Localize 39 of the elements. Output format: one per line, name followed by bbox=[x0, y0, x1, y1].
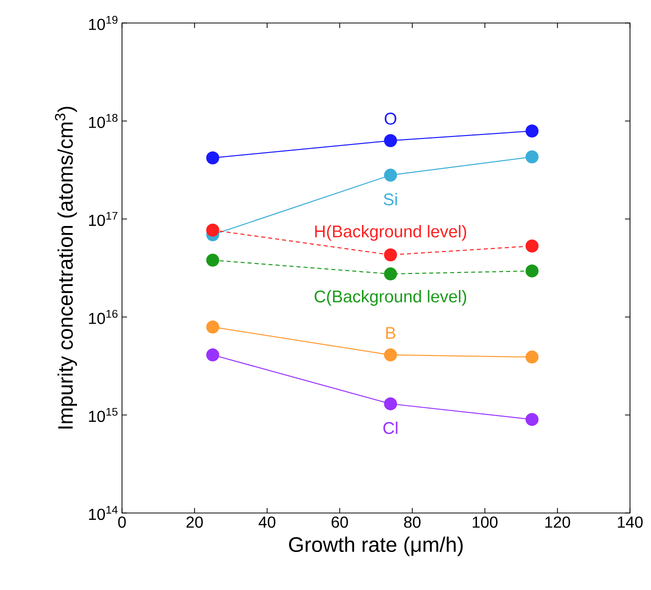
point bbox=[206, 224, 220, 237]
point bbox=[526, 124, 539, 138]
series-label: O bbox=[384, 112, 396, 125]
point bbox=[526, 412, 539, 426]
y-axis-title: Impurity concentration (atoms/cm$^{3}$) bbox=[54, 106, 77, 428]
x-tick-label: 140 bbox=[618, 516, 643, 528]
point bbox=[384, 348, 398, 362]
x-tick-label: 80 bbox=[404, 516, 421, 528]
point bbox=[384, 267, 398, 280]
point bbox=[206, 151, 220, 164]
point bbox=[384, 168, 398, 182]
x-tick-label: 20 bbox=[186, 516, 203, 528]
x-tick-label: 60 bbox=[332, 516, 348, 528]
y-tick-label: 10$^{15}$ bbox=[89, 408, 118, 422]
point bbox=[206, 254, 220, 267]
x-tick-label: 0 bbox=[118, 516, 126, 528]
x-axis-title: Growth rate (μm/h) bbox=[289, 536, 463, 556]
y-tick-label: 10$^{18}$ bbox=[89, 114, 118, 128]
point bbox=[526, 150, 539, 164]
series-label: B bbox=[386, 327, 396, 339]
series-label: C(Background level) bbox=[314, 290, 466, 306]
y-tick-label: 10$^{19}$ bbox=[89, 16, 118, 30]
y-tick-label: 10$^{16}$ bbox=[89, 310, 118, 324]
x-tick-label: 120 bbox=[545, 516, 570, 528]
x-tick-label: 100 bbox=[472, 516, 498, 528]
point bbox=[526, 350, 539, 364]
point bbox=[384, 397, 398, 410]
series-label: Si bbox=[384, 192, 397, 206]
y-tick-label: 10$^{17}$ bbox=[89, 212, 118, 226]
point bbox=[206, 320, 220, 334]
series-label: Cl bbox=[383, 422, 398, 434]
y-tick-label: 10$^{14}$ bbox=[89, 506, 118, 520]
x-tick-label: 40 bbox=[258, 516, 276, 528]
point bbox=[384, 134, 398, 148]
point bbox=[384, 248, 398, 262]
point bbox=[526, 240, 539, 252]
series-label: H(Background level) bbox=[315, 225, 466, 241]
point bbox=[206, 348, 220, 362]
point bbox=[526, 264, 539, 278]
